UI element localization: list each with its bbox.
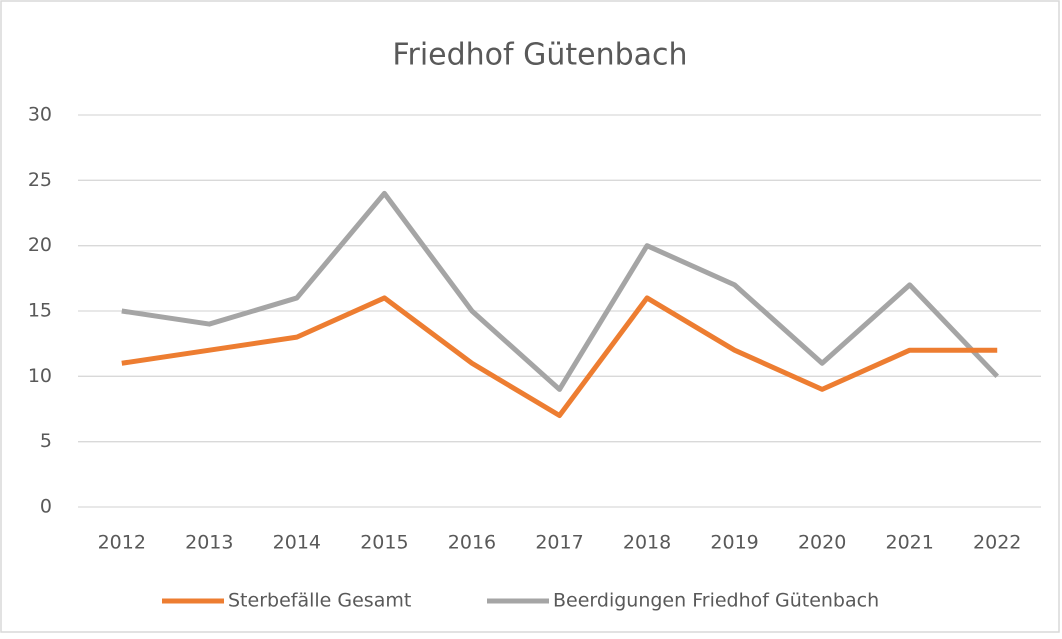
- x-tick-label: 2021: [886, 532, 934, 554]
- y-tick-label: 10: [28, 365, 52, 387]
- x-tick-label: 2016: [448, 532, 496, 554]
- x-tick-label: 2017: [535, 532, 583, 554]
- x-tick-label: 2015: [360, 532, 408, 554]
- y-tick-label: 5: [40, 430, 52, 452]
- x-tick-label: 2020: [798, 532, 846, 554]
- y-tick-label: 15: [28, 300, 52, 322]
- x-tick-label: 2012: [98, 532, 146, 554]
- y-tick-label: 25: [28, 169, 52, 191]
- x-tick-label: 2022: [973, 532, 1021, 554]
- x-tick-label: 2019: [710, 532, 758, 554]
- line-series: [121, 190, 1000, 392]
- y-tick-label: 30: [28, 104, 52, 126]
- y-tick-label: 20: [28, 234, 52, 256]
- x-tick-label: 2018: [623, 532, 671, 554]
- chart-title: Friedhof Gütenbach: [392, 38, 687, 73]
- y-tick-label: 0: [40, 496, 52, 518]
- line-series: [121, 295, 998, 419]
- x-tick-label: 2014: [273, 532, 321, 554]
- legend-label: Sterbefälle Gesamt: [228, 590, 411, 612]
- legend-label: Beerdigungen Friedhof Gütenbach: [553, 590, 879, 612]
- x-tick-label: 2013: [185, 532, 233, 554]
